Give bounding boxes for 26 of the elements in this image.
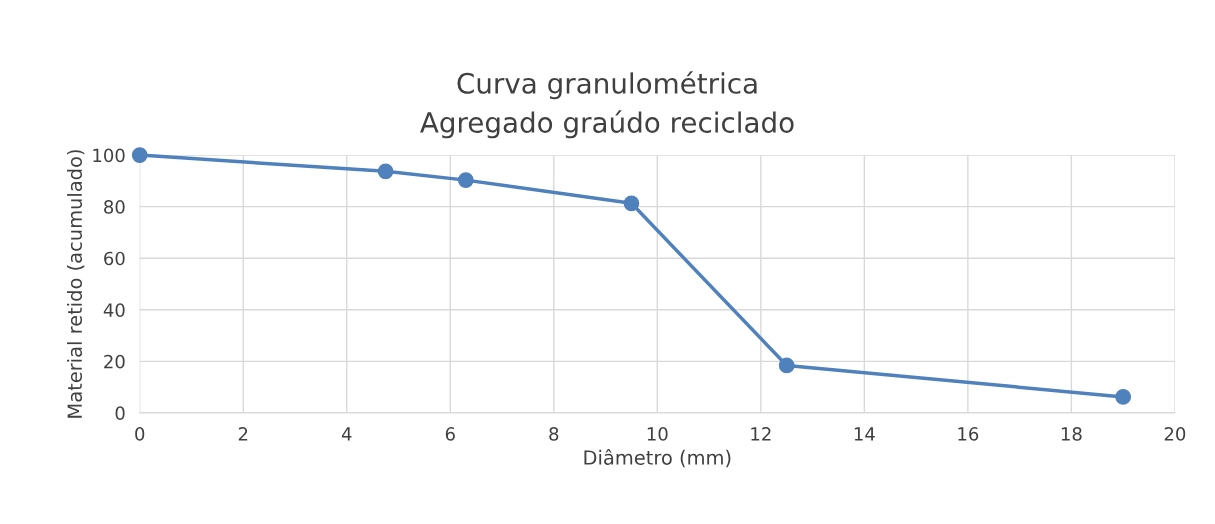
x-tick-label: 4 <box>341 427 352 441</box>
point <box>377 163 394 180</box>
x-tick-label: 14 <box>854 427 875 441</box>
point <box>1115 389 1132 405</box>
x-tick-label: 12 <box>751 427 771 441</box>
x-tick-label: 10 <box>647 427 668 441</box>
y-tick-label: 20 <box>104 354 125 369</box>
x-tick-label: 8 <box>549 427 559 441</box>
y-tick-label: 80 <box>104 200 125 214</box>
point <box>457 172 474 188</box>
x-tick-label: 2 <box>238 427 248 441</box>
x-tick-label: 18 <box>1061 427 1082 441</box>
x-tick-label: 20 <box>1164 427 1186 441</box>
y-axis-title: Material retido (acumulado) <box>67 150 85 418</box>
x-axis-title: Diâmetro (mm) <box>584 449 731 468</box>
point <box>623 195 640 212</box>
x-tick-label: 6 <box>445 427 455 441</box>
y-tick-label: 100 <box>93 148 125 163</box>
y-tick-label: 40 <box>103 303 125 317</box>
x-tick-label: 16 <box>958 427 979 441</box>
chart-title: Curva granulométrica Agregado graúdo reciclado <box>420 71 794 139</box>
y-tick-label: 60 <box>104 251 125 266</box>
x-tick-label: 0 <box>135 427 145 441</box>
y-tick-label: 0 <box>115 406 125 421</box>
point <box>131 147 148 163</box>
point <box>778 357 795 374</box>
